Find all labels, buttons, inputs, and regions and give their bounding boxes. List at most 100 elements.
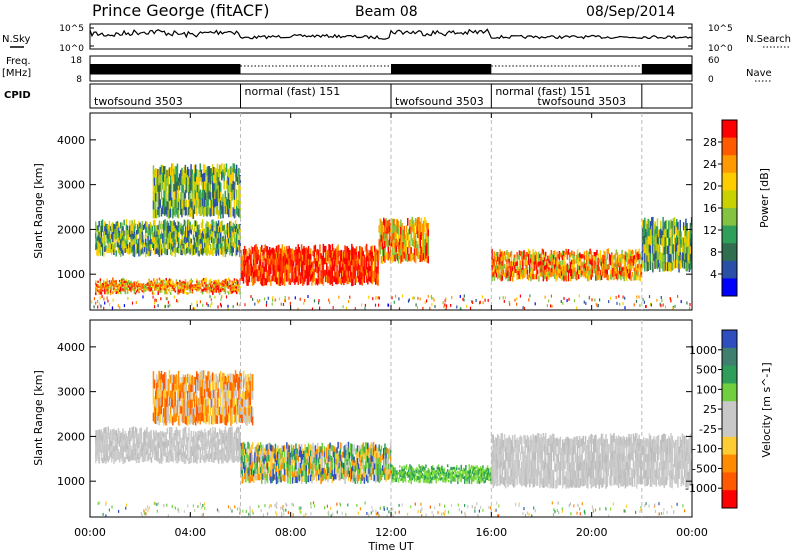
colorbar-tick-label: 20 — [703, 180, 717, 193]
colorbar-tick-label: 28 — [703, 136, 717, 149]
noise-right-tick-bottom: 10^0 — [708, 44, 733, 54]
echo-region — [491, 248, 643, 282]
colorbar-tick-label: -100 — [692, 443, 717, 456]
colorbar-swatch — [722, 243, 737, 262]
echo-region — [152, 163, 241, 219]
colorbar-tick-label: 1000 — [689, 344, 717, 357]
x-tick-label: 04:00 — [174, 526, 206, 539]
colorbar-swatch — [722, 155, 737, 174]
near-range-speckle — [91, 294, 691, 311]
y-tick-label: 2000 — [57, 430, 85, 443]
colorbar-tick-label: -1000 — [685, 482, 717, 495]
echo-region — [95, 426, 241, 465]
nsearch-label: N.Search — [746, 34, 791, 45]
echo-region — [491, 432, 693, 489]
noise-trace — [89, 27, 693, 47]
echo-region — [378, 216, 429, 264]
y-tick-label: 4000 — [57, 134, 85, 147]
freq-label: Freq. — [6, 56, 31, 67]
freq-trace — [90, 64, 692, 75]
x-tick-label: 20:00 — [576, 526, 608, 539]
y-tick-label: 4000 — [57, 341, 85, 354]
noise-left-tick-bottom: 10^0 — [59, 44, 84, 54]
velocity-colorbar: 1000 500 100 25 -25 -100 -500 -1000 — [685, 329, 738, 509]
cpid-label: normal (fast) 151 — [245, 85, 341, 98]
y-tick-label: 3000 — [57, 386, 85, 399]
colorbar-swatch — [722, 436, 737, 456]
colorbar-swatch — [722, 225, 737, 244]
cpid-label: twofsound 3503 — [537, 95, 626, 108]
station-title: Prince George (fitACF) — [92, 1, 270, 20]
power-echoes — [91, 163, 693, 311]
freq-left-tick-top: 18 — [71, 56, 83, 66]
colorbar-tick-label: 100 — [696, 383, 717, 396]
velocity-axes: 1000 2000 3000 4000 00:00 04:00 08:00 12:00 16:0… — [57, 320, 708, 539]
colorbar-swatch — [722, 190, 737, 209]
noise-left-tick-top: 10^5 — [59, 24, 84, 34]
echo-region — [391, 464, 492, 485]
noise-right-tick-top: 10^5 — [708, 24, 733, 34]
power-colorbar-label: Power [dB] — [758, 168, 771, 228]
colorbar-frame — [721, 329, 738, 509]
freq-unit-label: [MHz] — [2, 68, 31, 79]
echo-region — [641, 216, 693, 273]
colorbar-tick-label: 24 — [703, 158, 717, 171]
colorbar-swatch — [722, 278, 737, 297]
colorbar-swatch — [722, 419, 737, 438]
colorbar-tick-label: 500 — [696, 364, 717, 377]
colorbar-swatch — [722, 401, 737, 420]
power-colorbar: 28 24 20 16 12 8 4 — [703, 119, 738, 297]
x-tick-label: 00:00 — [74, 526, 106, 539]
freq-left-tick-bottom: 8 — [76, 75, 82, 85]
nave-label: Nave — [746, 68, 772, 79]
freq-right-tick-bottom: 0 — [708, 75, 714, 85]
noise-panel-frame — [89, 23, 693, 50]
colorbar-swatch — [722, 383, 737, 402]
colorbar-swatch — [722, 365, 737, 384]
y-tick-label: 3000 — [57, 179, 85, 192]
power-ylabel: Slant Range [km] — [32, 163, 45, 259]
colorbar-tick-label: 12 — [703, 224, 717, 237]
nsky-line — [89, 28, 693, 40]
velocity-ylabel: Slant Range [km] — [32, 370, 45, 466]
y-tick-label: 1000 — [57, 268, 85, 281]
date-title: 08/Sep/2014 — [586, 4, 675, 20]
colorbar-tick-label: 16 — [703, 202, 717, 215]
x-axis-label: Time UT — [367, 540, 413, 553]
echo-region — [240, 441, 392, 485]
y-tick-label: 1000 — [57, 475, 85, 488]
velocity-colorbar-label: Velocity [m s^-1] — [760, 362, 773, 457]
echo-region — [95, 219, 241, 258]
nave-block — [641, 64, 692, 74]
nsky-label: N.Sky — [2, 34, 30, 45]
echo-region — [152, 370, 254, 427]
echo-region — [95, 277, 241, 296]
colorbar-swatch — [722, 347, 737, 367]
colorbar-swatch — [722, 260, 737, 279]
y-tick-label: 2000 — [57, 223, 85, 236]
echo-region — [240, 243, 379, 287]
colorbar-tick-label: 25 — [703, 403, 717, 416]
cpid-label: twofsound 3503 — [395, 95, 484, 108]
x-tick-label: 12:00 — [375, 526, 407, 539]
colorbar-tick-label: -25 — [699, 423, 717, 436]
colorbar-swatch — [722, 172, 737, 191]
colorbar-swatch — [722, 490, 737, 509]
colorbar-swatch — [722, 454, 737, 473]
power-axes: 1000 2000 3000 4000 — [57, 113, 693, 310]
freq-right-tick-top: 60 — [708, 56, 720, 66]
cpid-label: twofsound 3503 — [94, 95, 183, 108]
near-range-speckle — [97, 501, 686, 518]
colorbar-swatch — [722, 137, 737, 156]
colorbar-tick-label: 4 — [710, 268, 717, 281]
cpid-label: normal (fast) 151 — [495, 85, 591, 98]
colorbar-swatch — [722, 208, 737, 227]
nave-block — [90, 64, 241, 74]
x-tick-label: 08:00 — [275, 526, 307, 539]
colorbar-swatch — [722, 120, 737, 139]
colorbar-tick-label: -500 — [692, 462, 717, 475]
cpid-label: CPID — [4, 90, 31, 101]
colorbar-swatch — [722, 330, 737, 349]
